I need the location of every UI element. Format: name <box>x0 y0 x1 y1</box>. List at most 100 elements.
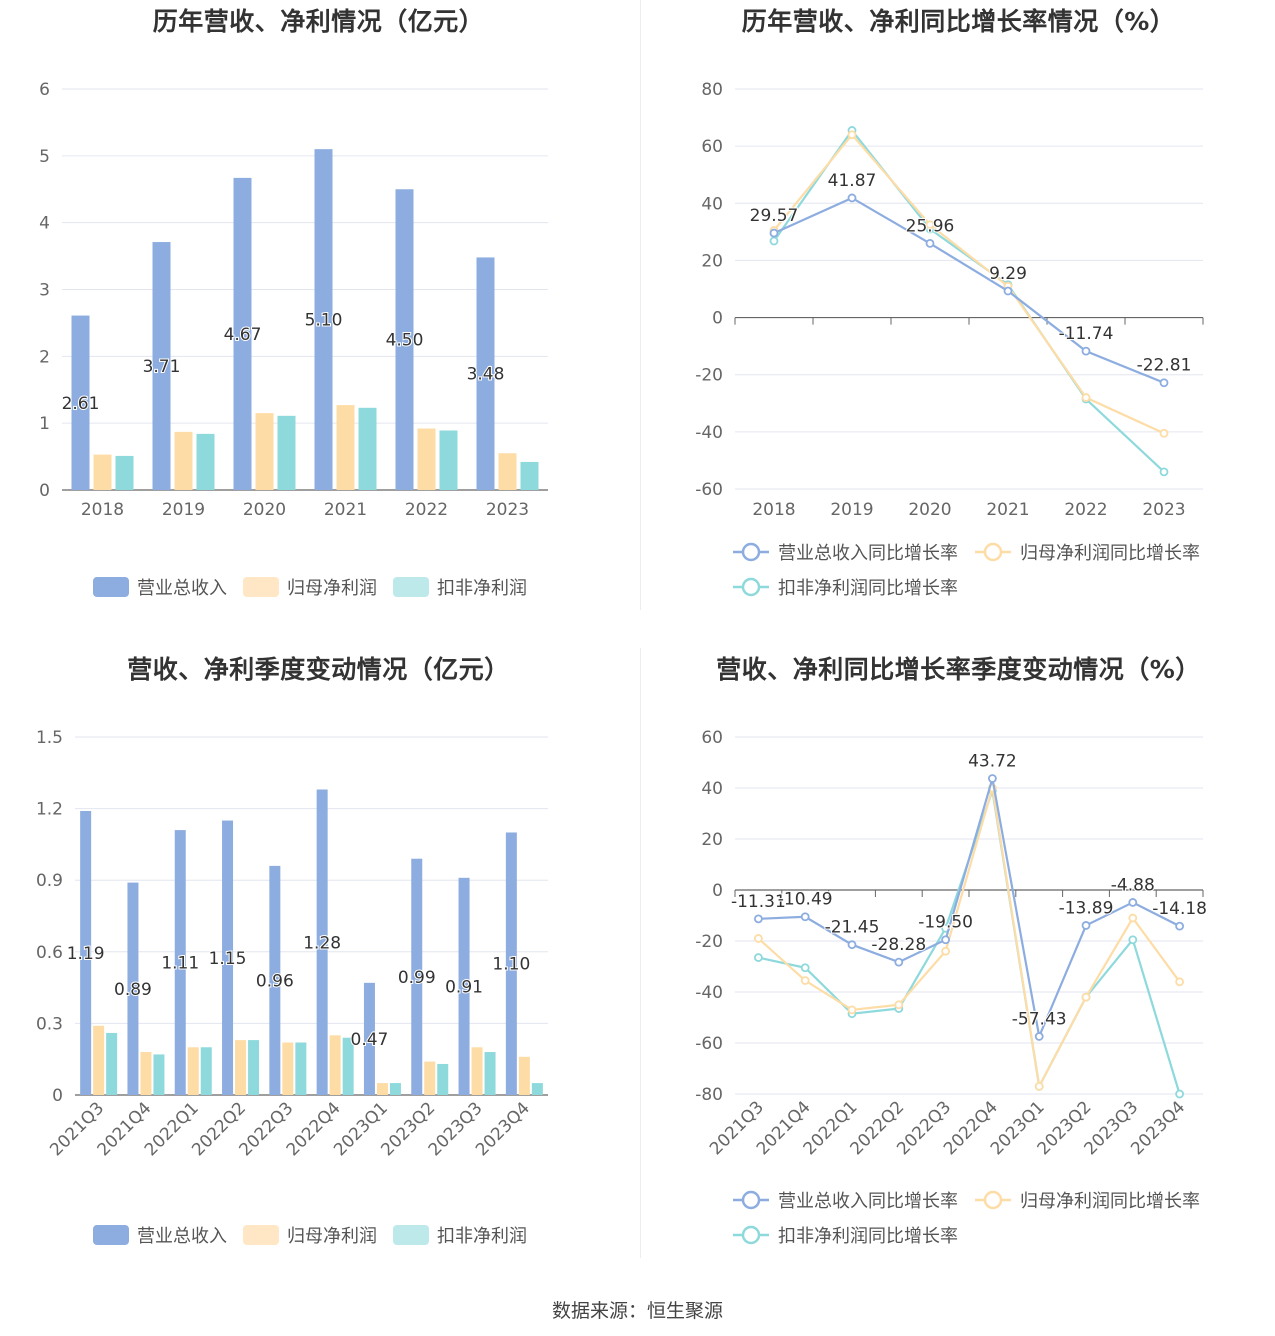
bar-revenue <box>505 832 517 1095</box>
quarterly-growth-chart: 营收、净利同比增长率季度变动情况（%） -80 -60 -40 -20 0 20 40 60 2… <box>640 648 1275 1296</box>
bar-deducted <box>106 1032 118 1095</box>
bar-parent <box>417 428 436 490</box>
point-revenue <box>988 774 997 783</box>
legend-swatch-parent <box>243 1225 279 1245</box>
data-label: -28.28 <box>871 935 926 955</box>
legend-label: 归母净利润 <box>287 578 377 599</box>
point-deducted <box>1159 467 1169 477</box>
data-label: -11.74 <box>1059 324 1114 344</box>
y-tick-label: 60 <box>701 137 723 157</box>
point-revenue <box>1034 1032 1044 1041</box>
y-tick-label: -20 <box>695 932 723 952</box>
data-label: 9.29 <box>989 264 1027 284</box>
chart-canvas: -80-60-40-2002040602021Q32021Q42022Q1202… <box>695 728 1208 1247</box>
data-label: 0.91 <box>445 977 483 997</box>
plot-group: -60 -40 -20 0 20 40 60 80 2018 2019 2020 2021 2022 20… <box>695 80 1204 599</box>
bar-deducted <box>277 415 296 490</box>
point-revenue <box>1128 898 1138 907</box>
data-label: 41.87 <box>828 171 877 191</box>
y-tick-label: 0 <box>52 1086 63 1106</box>
legend-marker-parent <box>983 1190 1003 1210</box>
point-deducted <box>1175 1089 1184 1099</box>
y-tick-label: 5 <box>39 147 50 167</box>
point-revenue <box>847 193 857 203</box>
bar-parent <box>518 1056 530 1095</box>
x-tick-label: 2019 <box>162 500 205 520</box>
legend-label: 扣非净利润 <box>437 1226 527 1247</box>
data-label: 1.28 <box>303 933 341 953</box>
legend-label: 营业总收入 <box>137 578 227 599</box>
bar-deducted <box>389 1083 401 1095</box>
bar-deducted <box>295 1042 307 1095</box>
x-tick-label: 2021 <box>324 500 367 520</box>
line-revenue <box>773 196 1165 384</box>
bar-revenue <box>222 820 234 1095</box>
line-deducted <box>758 790 1181 1095</box>
bar-deducted <box>200 1047 212 1095</box>
bar-revenue <box>476 257 495 490</box>
bar-deducted <box>439 430 458 490</box>
bar-revenue <box>316 789 328 1095</box>
bar-parent <box>498 453 517 490</box>
y-tick-label: 4 <box>39 214 50 234</box>
bar-parent <box>329 1035 341 1095</box>
x-tick-label: 2023 <box>486 500 529 520</box>
bar-deducted <box>437 1063 449 1095</box>
data-label: 3.71 <box>143 357 181 377</box>
y-tick-label: -40 <box>695 423 723 443</box>
chart-canvas: -60 -40 -20 0 20 40 60 80 2018 2019 2020 2021 2022 20… <box>695 80 1204 599</box>
point-deducted <box>1128 935 1138 945</box>
data-label: -21.45 <box>825 918 880 938</box>
point-parent <box>894 1000 904 1010</box>
x-tick-label: 2022 <box>405 500 448 520</box>
legend-swatch-deducted <box>393 577 429 597</box>
data-label: 1.11 <box>161 954 199 974</box>
x-tick-label: 2020 <box>243 500 286 520</box>
point-parent <box>1034 1081 1044 1091</box>
bar-revenue <box>174 830 186 1095</box>
point-parent <box>1081 393 1091 402</box>
data-label: 25.96 <box>906 216 955 236</box>
y-tick-label: 0.3 <box>36 1014 63 1034</box>
chart-canvas: 0 1 2 3 4 5 6 2018 2019 2020 2021 2022 2023 2.61 3.71 4… <box>39 80 548 599</box>
data-label: -11.31 <box>731 892 786 912</box>
bar-parent <box>376 1083 388 1095</box>
bar-deducted <box>520 461 539 490</box>
point-parent <box>800 976 810 985</box>
data-label: 29.57 <box>750 206 799 226</box>
point-revenue <box>894 957 904 967</box>
legend-marker-deducted <box>741 1225 761 1245</box>
y-tick-label: 40 <box>701 194 723 214</box>
y-tick-label: -20 <box>695 366 723 386</box>
bar-deducted <box>196 433 215 490</box>
bar-parent <box>235 1040 247 1095</box>
divider-bottom <box>640 648 641 1258</box>
point-parent <box>1081 992 1091 1002</box>
y-tick-label: 2 <box>39 347 50 367</box>
y-tick-label: 1 <box>39 414 50 434</box>
point-revenue <box>1081 921 1091 930</box>
plot-group: 0 1 2 3 4 5 6 2018 2019 2020 2021 2022 2023 2.61 3.71 4… <box>39 80 548 599</box>
point-revenue <box>1003 286 1013 296</box>
y-tick-label: 40 <box>701 779 723 799</box>
y-tick-label: 0 <box>712 309 723 329</box>
data-label: 5.10 <box>305 311 343 331</box>
line-parent <box>773 133 1165 435</box>
data-label: 1.15 <box>209 949 247 969</box>
bar-revenue <box>458 877 470 1095</box>
point-parent <box>1159 428 1169 438</box>
point-revenue <box>1159 378 1169 388</box>
data-label: 4.67 <box>224 325 262 345</box>
y-tick-label: 3 <box>39 281 50 301</box>
bar-parent <box>424 1061 436 1095</box>
legend-marker-parent <box>983 542 1003 562</box>
data-label: 0.99 <box>398 968 436 988</box>
point-deducted <box>800 963 810 973</box>
bar-revenue <box>127 882 139 1095</box>
point-revenue <box>941 935 950 945</box>
point-parent <box>941 946 950 956</box>
x-tick-label: 2021 <box>986 500 1029 520</box>
plot-group: 00.30.60.91.21.52021Q32021Q42022Q12022Q2… <box>36 728 548 1247</box>
chart-title: 历年营收、净利同比增长率情况（%） <box>741 7 1176 36</box>
point-parent <box>925 220 935 230</box>
